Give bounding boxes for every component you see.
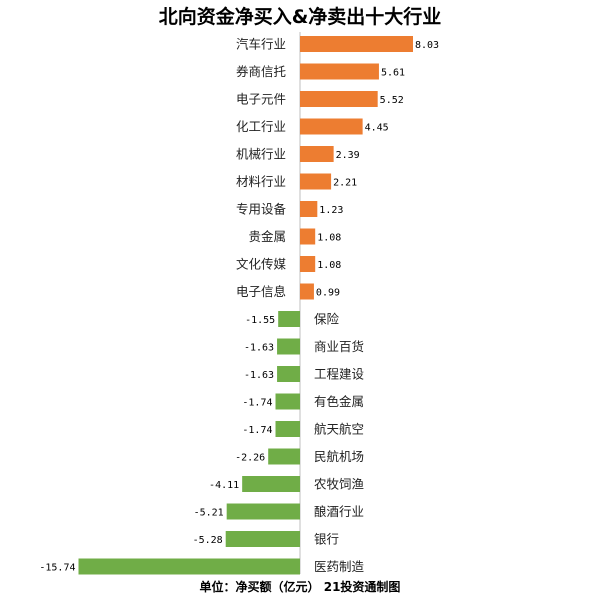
- bar-negative: [275, 393, 300, 410]
- chart-title: 北向资金净买入&净卖出十大行业: [158, 6, 442, 28]
- bar-negative: [268, 448, 300, 465]
- data-label: 1.08: [317, 233, 341, 244]
- bar-negative: [278, 311, 300, 327]
- category-label: 银行: [314, 532, 339, 547]
- category-label: 电子信息: [236, 284, 286, 299]
- bar-positive: [300, 283, 314, 300]
- data-label: 1.08: [317, 260, 341, 271]
- category-label: 航天航空: [314, 422, 364, 437]
- data-label: 8.03: [415, 40, 439, 51]
- category-label: 汽车行业: [236, 37, 286, 52]
- data-label: 2.21: [333, 178, 357, 189]
- data-label: -4.11: [209, 480, 239, 491]
- data-label: -1.74: [242, 425, 272, 436]
- bar-negative: [226, 503, 300, 520]
- bar-negative: [275, 421, 300, 437]
- bar-positive: [300, 118, 363, 135]
- bar-negative: [277, 338, 300, 355]
- category-label: 机械行业: [236, 147, 286, 162]
- category-label: 保险: [314, 312, 340, 327]
- data-label: -5.28: [193, 535, 223, 546]
- bar-positive: [300, 146, 334, 162]
- category-label: 文化传媒: [236, 257, 287, 272]
- bar-positive: [300, 256, 316, 272]
- data-label: -15.74: [39, 563, 75, 574]
- data-label: -1.74: [242, 398, 272, 409]
- data-label: -1.63: [244, 370, 274, 381]
- data-label: -2.26: [235, 453, 265, 464]
- data-label: 5.52: [380, 95, 404, 106]
- chart-footer: 单位：净买额（亿元） 21投资通制图: [199, 580, 401, 594]
- bar-negative: [277, 366, 300, 382]
- data-label: -1.63: [244, 343, 274, 354]
- category-label: 券商信托: [236, 64, 286, 79]
- bar-negative: [242, 476, 300, 492]
- bar-positive: [300, 173, 332, 190]
- bar-positive: [300, 63, 379, 80]
- bar-positive: [300, 91, 378, 107]
- bar-positive: [300, 201, 318, 217]
- category-label: 医药制造: [314, 559, 365, 574]
- category-label: 专用设备: [236, 202, 287, 217]
- data-label: 5.61: [381, 68, 405, 79]
- bar-positive: [300, 228, 316, 245]
- data-label: 2.39: [336, 150, 360, 161]
- bar-negative: [78, 558, 300, 575]
- bar-positive: [300, 36, 413, 52]
- category-label: 商业百货: [314, 339, 364, 354]
- category-label: 酿酒行业: [314, 504, 364, 519]
- category-label: 材料行业: [236, 174, 286, 189]
- bar-negative: [225, 531, 300, 547]
- data-label: -1.55: [245, 315, 275, 326]
- category-label: 农牧饲渔: [314, 477, 364, 492]
- category-label: 电子元件: [236, 92, 286, 107]
- category-label: 化工行业: [236, 119, 286, 134]
- category-label: 民航机场: [314, 449, 364, 464]
- category-label: 工程建设: [314, 367, 365, 382]
- data-label: -5.21: [194, 508, 224, 519]
- data-label: 1.23: [319, 205, 343, 216]
- category-label: 有色金属: [314, 394, 364, 409]
- category-label: 贵金属: [248, 229, 286, 244]
- data-label: 0.99: [316, 288, 340, 299]
- data-label: 4.45: [365, 123, 389, 134]
